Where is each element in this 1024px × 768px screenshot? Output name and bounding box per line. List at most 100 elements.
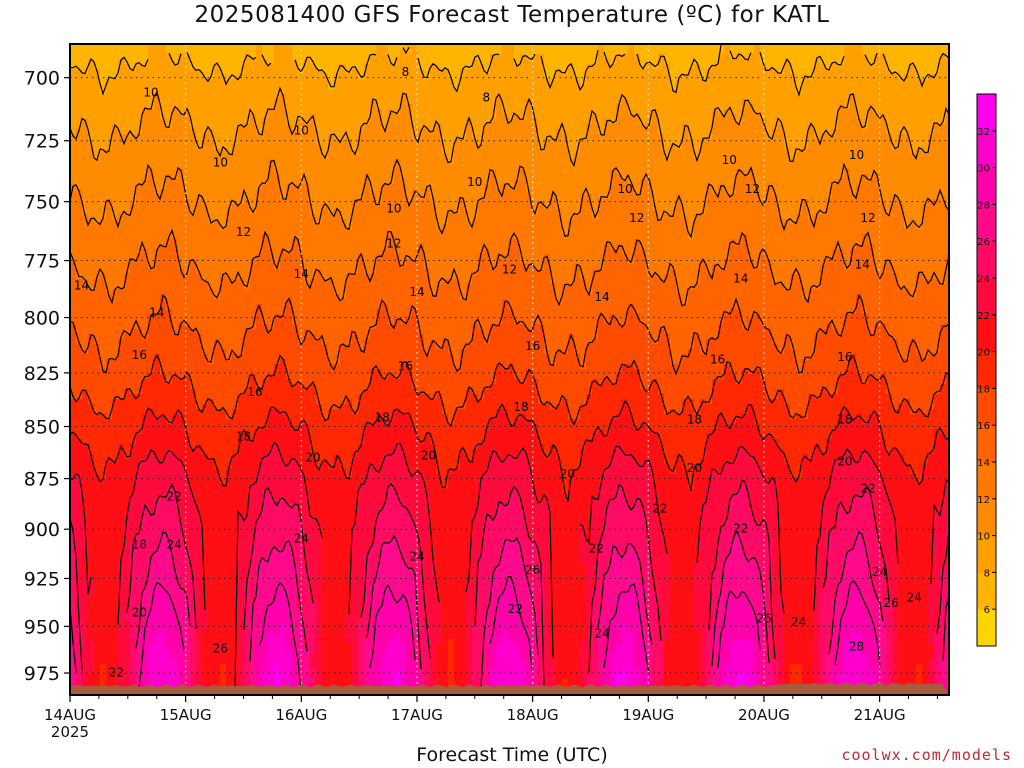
heat-cell xyxy=(418,109,425,115)
heat-cell xyxy=(772,44,779,50)
heat-cell xyxy=(808,84,815,90)
heat-cell xyxy=(130,209,137,215)
heat-cell xyxy=(382,94,389,100)
heat-cell xyxy=(820,204,827,210)
heat-cell xyxy=(478,199,485,205)
heat-cell xyxy=(850,104,857,110)
heat-cell xyxy=(226,169,233,175)
heat-cell xyxy=(736,124,743,130)
heat-cell xyxy=(334,74,341,80)
heat-cell xyxy=(868,144,875,150)
heat-cell xyxy=(838,119,845,125)
heat-cell xyxy=(874,119,881,125)
heat-cell xyxy=(112,44,119,50)
heat-cell xyxy=(880,194,887,200)
heat-cell xyxy=(496,164,503,170)
heat-cell xyxy=(874,74,881,80)
heat-cell xyxy=(112,84,119,90)
heat-cell xyxy=(424,164,431,170)
heat-cell xyxy=(304,79,311,85)
heat-cell xyxy=(736,189,743,195)
heat-cell xyxy=(790,174,797,180)
heat-cell xyxy=(604,94,611,100)
heat-cell xyxy=(850,84,857,90)
heat-cell xyxy=(256,94,263,100)
heat-cell xyxy=(838,79,845,85)
heat-cell xyxy=(388,184,395,190)
heat-cell xyxy=(274,184,281,190)
heat-cell xyxy=(472,174,479,180)
heat-cell xyxy=(616,114,623,120)
heat-cell xyxy=(262,99,269,105)
heat-cell xyxy=(340,89,347,95)
heat-cell xyxy=(70,149,77,155)
heat-cell xyxy=(904,124,911,130)
heat-cell xyxy=(208,154,215,160)
heat-cell xyxy=(694,74,701,80)
heat-cell xyxy=(238,64,245,70)
heat-cell xyxy=(556,74,563,80)
heat-cell xyxy=(532,204,539,210)
heat-cell xyxy=(922,114,929,120)
heat-cell xyxy=(364,64,371,70)
heat-cell xyxy=(70,179,77,185)
heat-cell xyxy=(280,74,287,80)
heat-cell xyxy=(820,124,827,130)
heat-cell xyxy=(658,119,665,125)
heat-cell xyxy=(922,94,929,100)
heat-cell xyxy=(688,49,695,55)
heat-cell xyxy=(634,109,641,115)
heat-cell xyxy=(850,154,857,160)
heat-cell xyxy=(640,104,647,110)
heat-cell xyxy=(280,109,287,115)
heat-cell xyxy=(622,204,629,210)
heat-cell xyxy=(508,129,515,135)
heat-cell xyxy=(118,139,125,145)
heat-cell xyxy=(478,114,485,120)
heat-cell xyxy=(508,194,515,200)
heat-cell xyxy=(286,79,293,85)
heat-cell xyxy=(298,84,305,90)
heat-cell xyxy=(760,64,767,70)
heat-cell xyxy=(550,99,557,105)
heat-cell xyxy=(316,69,323,75)
heat-cell xyxy=(718,154,725,160)
heat-cell xyxy=(280,79,287,85)
heat-cell xyxy=(814,169,821,175)
heat-cell xyxy=(700,204,707,210)
heat-cell xyxy=(448,129,455,135)
heat-cell xyxy=(664,194,671,200)
heat-cell xyxy=(526,109,533,115)
heat-cell xyxy=(274,44,281,50)
heat-cell xyxy=(646,159,653,165)
heat-cell xyxy=(358,149,365,155)
heat-cell xyxy=(616,94,623,100)
heat-cell xyxy=(76,134,83,140)
heat-cell xyxy=(880,64,887,70)
heat-cell xyxy=(700,134,707,140)
heat-cell xyxy=(514,164,521,170)
heat-cell xyxy=(484,54,491,60)
heat-cell xyxy=(730,109,737,115)
heat-cell xyxy=(874,139,881,145)
heat-cell xyxy=(70,174,77,180)
heat-cell xyxy=(652,209,659,215)
heat-cell xyxy=(844,164,851,170)
heat-cell xyxy=(742,74,749,80)
heat-cell xyxy=(640,59,647,65)
heat-cell xyxy=(442,209,449,215)
heat-cell xyxy=(298,49,305,55)
heat-cell xyxy=(478,209,485,215)
heat-cell xyxy=(172,114,179,120)
heat-cell xyxy=(766,94,773,100)
heat-cell xyxy=(754,104,761,110)
heat-cell xyxy=(826,109,833,115)
heat-cell xyxy=(370,59,377,65)
heat-cell xyxy=(268,179,275,185)
heat-cell xyxy=(382,189,389,195)
heat-cell xyxy=(172,184,179,190)
heat-cell xyxy=(682,149,689,155)
heat-cell xyxy=(124,69,131,75)
heat-cell xyxy=(748,89,755,95)
heat-cell xyxy=(76,179,83,185)
